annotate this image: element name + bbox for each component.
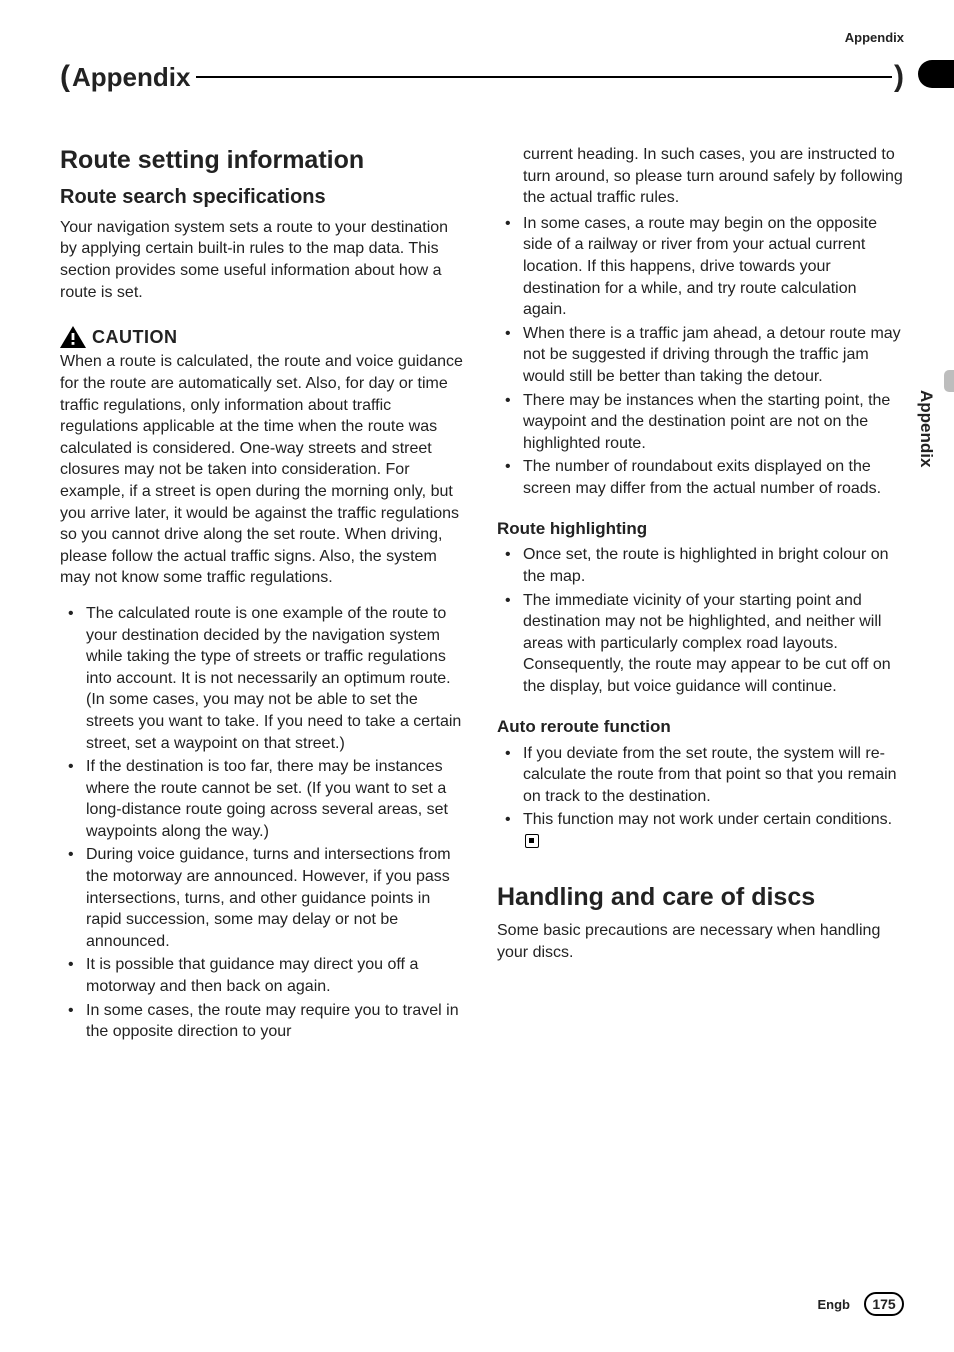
left-column: Route setting information Route search s… [60, 144, 467, 1045]
list-item: The calculated route is one example of t… [60, 603, 467, 754]
caution-label: CAUTION [92, 325, 178, 349]
subsection-auto-reroute: Auto reroute function [497, 716, 904, 739]
list-item: During voice guidance, turns and interse… [60, 844, 467, 952]
list-item: In some cases, a route may begin on the … [497, 213, 904, 321]
running-head: Appendix [845, 30, 904, 45]
handling-discs-paragraph: Some basic precautions are necessary whe… [497, 920, 904, 963]
intro-paragraph: Your navigation system sets a route to y… [60, 217, 467, 303]
continuation-paragraph: current heading. In such cases, you are … [497, 144, 904, 209]
side-tab-bar [944, 370, 954, 392]
end-of-section-icon [525, 834, 539, 848]
list-item: In some cases, the route may require you… [60, 1000, 467, 1043]
header-paren-left: ( [60, 60, 70, 94]
route-highlighting-list: Once set, the route is highlighted in br… [497, 544, 904, 697]
list-item: The number of roundabout exits displayed… [497, 456, 904, 499]
list-item: If the destination is too far, there may… [60, 756, 467, 842]
subsection-route-search-spec: Route search specifications [60, 184, 467, 211]
header-bar: ( Appendix ) [60, 60, 904, 94]
side-tab-label: Appendix [916, 390, 936, 467]
list-item: The immediate vicinity of your starting … [497, 590, 904, 698]
warning-triangle-icon [60, 326, 86, 348]
caution-text: When a route is calculated, the route an… [60, 351, 467, 589]
page-footer: Engb 175 [818, 1292, 905, 1316]
black-edge-tab [918, 60, 954, 88]
right-column: current heading. In such cases, you are … [497, 144, 904, 1045]
list-item: This function may not work under certain… [497, 809, 904, 852]
caution-header: CAUTION [60, 325, 467, 349]
section-title-handling-discs: Handling and care of discs [497, 881, 904, 915]
list-item: It is possible that guidance may direct … [60, 954, 467, 997]
list-item: If you deviate from the set route, the s… [497, 743, 904, 808]
footer-language: Engb [818, 1297, 851, 1312]
auto-reroute-list: If you deviate from the set route, the s… [497, 743, 904, 853]
list-item: There may be instances when the starting… [497, 390, 904, 455]
list-item: When there is a traffic jam ahead, a det… [497, 323, 904, 388]
subsection-route-highlighting: Route highlighting [497, 518, 904, 541]
left-bullet-list: The calculated route is one example of t… [60, 603, 467, 1043]
section-title-route-setting: Route setting information [60, 144, 467, 178]
right-cont-bullet-list: In some cases, a route may begin on the … [497, 213, 904, 500]
header-paren-right: ) [894, 60, 904, 94]
page-number: 175 [864, 1292, 904, 1316]
list-item: Once set, the route is highlighted in br… [497, 544, 904, 587]
header-rule [196, 76, 892, 78]
header-title: Appendix [72, 62, 190, 93]
